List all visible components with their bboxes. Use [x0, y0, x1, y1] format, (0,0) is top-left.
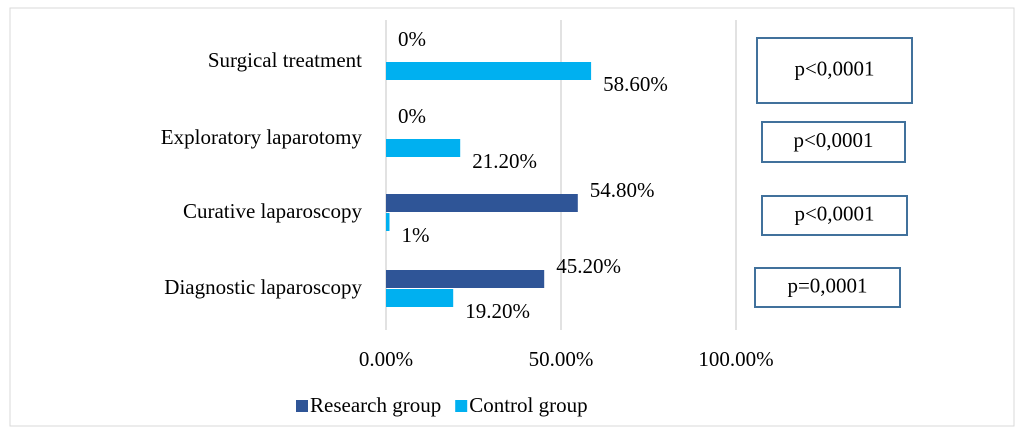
data-label: 0% — [398, 104, 426, 128]
data-label: 45.20% — [556, 254, 621, 278]
category-label: Exploratory laparotomy — [161, 125, 363, 149]
annotation: p<0,0001 — [794, 201, 874, 225]
bar — [386, 270, 545, 288]
data-label: 0% — [398, 27, 426, 51]
bar — [386, 62, 592, 80]
annotation: p<0,0001 — [793, 128, 873, 152]
category-label: Surgical treatment — [208, 48, 362, 72]
annotation-box — [754, 267, 901, 308]
data-label: 58.60% — [603, 72, 668, 96]
x-tick-label: 0.00% — [359, 347, 413, 371]
legend-label: Control group — [469, 393, 587, 417]
annotation: p<0,0001 — [794, 56, 874, 80]
annotation-box — [761, 195, 908, 236]
legend-swatch — [296, 400, 308, 412]
annotation-box — [761, 121, 906, 163]
bar — [386, 194, 578, 212]
x-tick-label: 100.00% — [698, 347, 773, 371]
bar — [386, 289, 454, 307]
data-label: 19.20% — [465, 299, 530, 323]
category-label: Curative laparoscopy — [183, 199, 363, 223]
data-label: 54.80% — [590, 178, 655, 202]
legend-swatch — [455, 400, 468, 412]
annotation: p=0,0001 — [787, 273, 867, 297]
bar — [386, 139, 461, 157]
x-tick-label: 50.00% — [529, 347, 594, 371]
data-label: 1% — [402, 223, 430, 247]
chart-frame — [9, 7, 1015, 427]
bar — [386, 213, 390, 231]
legend-label: Research group — [310, 393, 441, 417]
category-label: Diagnostic laparoscopy — [164, 275, 362, 299]
data-label: 21.20% — [472, 149, 537, 173]
annotation-box — [756, 37, 913, 104]
